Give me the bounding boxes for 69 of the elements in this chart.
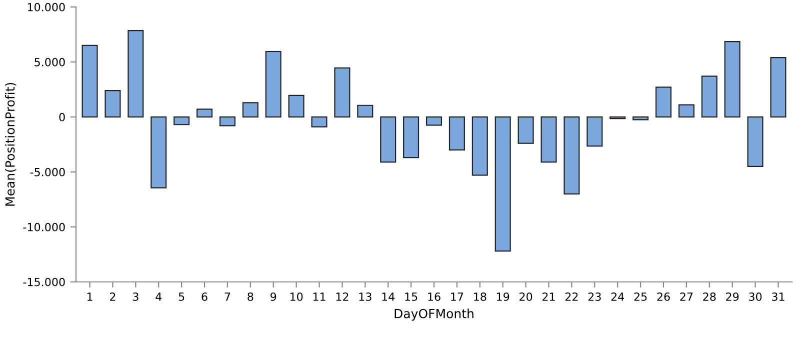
bar xyxy=(311,116,328,128)
x-axis-title: DayOFMonth xyxy=(394,308,474,321)
bar xyxy=(104,90,121,118)
x-tick-label: 14 xyxy=(382,292,395,301)
x-tick-label: 31 xyxy=(772,292,784,301)
y-tick-label: -5.000 xyxy=(30,168,65,176)
y-tick-label: 0 xyxy=(59,112,65,122)
x-tick-label: 22 xyxy=(565,292,578,301)
bar xyxy=(265,50,282,118)
x-tick-label: 24 xyxy=(611,292,624,301)
x-tick-label: 6 xyxy=(202,292,208,301)
bar xyxy=(564,116,580,194)
x-tick-label: 21 xyxy=(542,292,555,301)
bar xyxy=(747,116,764,167)
bar xyxy=(219,116,236,126)
bar xyxy=(380,116,396,163)
bar xyxy=(426,116,442,126)
x-tick-label: 3 xyxy=(132,292,138,301)
x-tick-label: 15 xyxy=(405,292,418,301)
bar xyxy=(678,104,694,118)
bar xyxy=(724,41,740,118)
x-tick-label: 8 xyxy=(248,292,254,301)
bar xyxy=(174,116,190,126)
x-tick-label: 10 xyxy=(290,292,303,301)
bar xyxy=(403,116,420,158)
bar xyxy=(494,116,511,252)
bar xyxy=(150,116,167,188)
bar xyxy=(472,116,488,176)
x-tick-label: 4 xyxy=(156,292,162,301)
x-tick-label: 13 xyxy=(359,292,372,301)
bar xyxy=(632,116,649,120)
bar xyxy=(701,76,718,118)
x-tick-label: 12 xyxy=(336,292,348,301)
bar xyxy=(334,67,350,118)
x-tick-label: 1 xyxy=(87,292,92,301)
x-tick-label: 28 xyxy=(703,292,716,301)
y-tick-label: -10.000 xyxy=(23,222,65,232)
x-tick-label: 20 xyxy=(520,292,532,301)
bar xyxy=(288,94,304,118)
x-tick-label: 2 xyxy=(110,292,116,301)
x-tick-label: 7 xyxy=(224,292,230,301)
bar xyxy=(128,30,144,118)
y-tick-label: 5.000 xyxy=(34,58,65,66)
x-tick-label: 19 xyxy=(496,292,510,301)
bar xyxy=(770,56,786,118)
bar xyxy=(196,108,213,118)
x-tick-label: 25 xyxy=(634,292,647,301)
x-tick-label: 29 xyxy=(726,292,739,301)
y-tick-label: -15.000 xyxy=(23,278,65,286)
bar xyxy=(242,102,258,118)
bar xyxy=(518,116,534,144)
bar xyxy=(82,44,98,118)
y-axis-title: Mean(PositionProfit) xyxy=(5,82,16,206)
bar xyxy=(357,104,374,118)
x-tick-label: 18 xyxy=(474,292,486,301)
bar xyxy=(655,86,672,118)
x-tick-label: 26 xyxy=(657,292,670,301)
x-tick-label: 23 xyxy=(588,292,601,301)
bar xyxy=(586,116,603,147)
x-tick-label: 9 xyxy=(270,292,276,301)
x-tick-label: 5 xyxy=(178,292,184,301)
y-tick-label: 10.000 xyxy=(28,2,65,12)
x-tick-label: 16 xyxy=(428,292,440,301)
x-tick-label: 30 xyxy=(749,292,762,301)
x-tick-label: 27 xyxy=(680,292,693,301)
bar xyxy=(540,116,557,163)
x-tick-label: 17 xyxy=(451,292,464,301)
bar xyxy=(448,116,465,150)
x-tick-label: 11 xyxy=(313,292,326,301)
